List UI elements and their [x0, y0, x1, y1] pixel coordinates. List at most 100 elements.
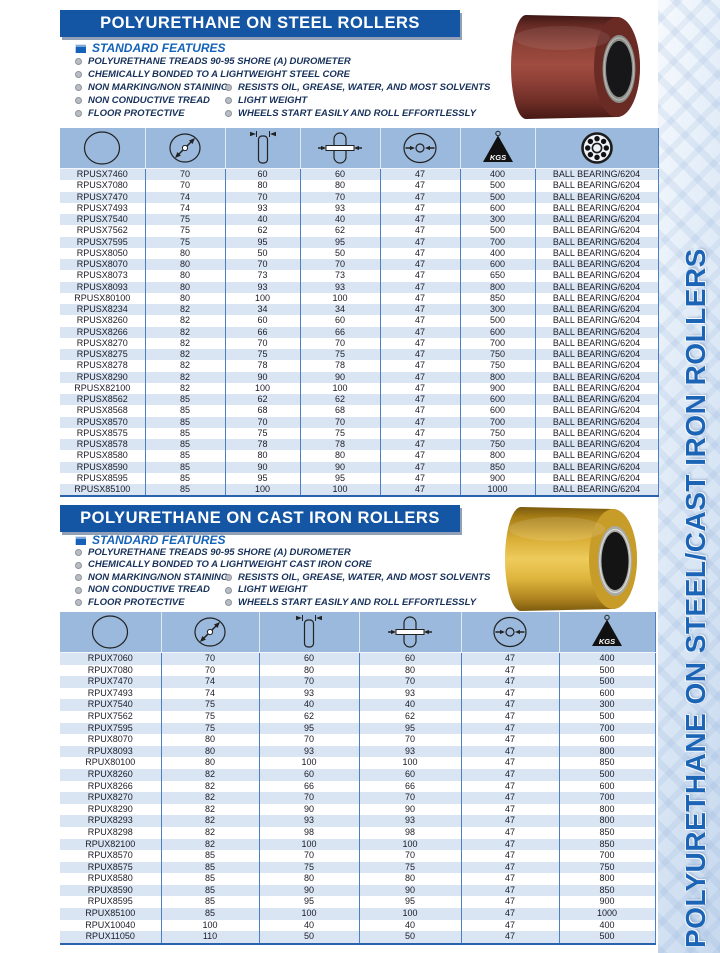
spec-cell: 85 — [144, 450, 225, 462]
feature-item: NON MARKING/NON STAINING — [75, 81, 229, 94]
spec-cell: 100 — [224, 382, 300, 394]
spec-cell: 82 — [160, 838, 259, 851]
table-row: RPUX8070 80 70 70 47 600 — [60, 734, 655, 746]
spec-cell: 47 — [460, 826, 559, 839]
spec-cell: 80 — [358, 873, 461, 885]
spec-cell: 85 — [144, 472, 225, 484]
table-row: RPUX7562 75 62 62 47 500 — [60, 710, 655, 723]
spec-cell: 80 — [144, 270, 225, 282]
table-row: RPUSX85100 85 100 100 47 1000 BALL BEARING/620… — [60, 484, 658, 497]
spec-cell: BALL BEARING/6204 — [534, 416, 658, 428]
spec-cell: 93 — [358, 745, 461, 758]
table-row: RPUX8290 82 90 90 47 800 — [60, 803, 655, 816]
table-row: RPUX8590 85 90 90 47 850 — [60, 884, 655, 897]
spec-cell: 47 — [379, 427, 460, 439]
spec-cell: 47 — [460, 838, 559, 851]
table-row: RPUSX8073 80 73 73 47 650 BALL BEARING/6204 — [60, 270, 658, 282]
features-columns: NON MARKING/NON STAINING NON CONDUCTIVE T… — [75, 81, 660, 120]
spec-cell: 900 — [459, 472, 535, 484]
spec-cell: RPUX7595 — [87, 722, 133, 733]
bullet-icon — [75, 97, 82, 104]
spec-cell: BALL BEARING/6204 — [534, 259, 658, 271]
standard-features-cast-iron: STANDARD FEATURES POLYURETHANE TREADS 90… — [75, 534, 660, 609]
table-row: RPUX8575 85 75 75 47 750 — [60, 861, 655, 874]
spec-cell: 90 — [358, 884, 461, 897]
standard-features-steel: STANDARD FEATURES POLYURETHANE TREADS 90… — [75, 41, 660, 120]
spec-cell: 47 — [460, 815, 559, 827]
spec-cell: BALL BEARING/6204 — [534, 382, 658, 394]
feature-item: LIGHT WEIGHT — [225, 584, 660, 597]
spec-cell: 47 — [460, 873, 559, 885]
feature-item: LIGHT WEIGHT — [225, 94, 660, 107]
spec-cell: 85 — [160, 873, 259, 885]
spec-cell: RPUSX7460 — [76, 169, 128, 179]
features-title: STANDARD FEATURES — [75, 534, 660, 547]
spec-cell: RPUX8580 — [87, 873, 133, 884]
feature-item: POLYURETHANE TREADS 90-95 SHORE (A) DURO… — [75, 547, 660, 560]
spec-cell: RPUSX7595 — [76, 236, 128, 247]
vertical-page-title: POLYURETHANE ON STEEL/CAST IRON ROLLERS — [680, 248, 711, 948]
feature-text: CHEMICALLY BONDED TO A LIGHTWEIGHT CAST … — [88, 559, 372, 570]
spec-cell: 70 — [258, 792, 359, 804]
spec-cell: 70 — [224, 337, 300, 349]
spec-cell: RPUX8595 — [87, 896, 133, 907]
spec-cell: 70 — [224, 191, 300, 203]
features-full-list: POLYURETHANE TREADS 90-95 SHORE (A) DURO… — [75, 547, 660, 572]
spec-cell: BALL BEARING/6204 — [534, 315, 658, 327]
spec-cell: 47 — [379, 360, 460, 372]
feature-text: NON MARKING/NON STAINING — [88, 82, 229, 93]
spec-cell: 62 — [224, 225, 300, 237]
spec-cell: 62 — [299, 225, 380, 237]
spec-cell: 47 — [379, 326, 460, 338]
spec-cell: 47 — [460, 919, 559, 932]
decorative-sidebar: POLYURETHANE ON STEEL/CAST IRON ROLLERS — [658, 0, 720, 953]
spec-cell: RPUX7562 — [87, 710, 133, 721]
spec-cell: 47 — [460, 780, 559, 793]
feature-item: RESISTS OIL, GREASE, WATER, AND MOST SOL… — [225, 81, 660, 94]
feature-text: NON MARKING/NON STAINING — [88, 571, 229, 583]
spec-cell: 66 — [358, 780, 461, 793]
spec-cell: 47 — [379, 236, 460, 248]
spec-cell: 800 — [558, 803, 655, 816]
spec-cell: 70 — [258, 676, 359, 688]
spec-cell: RPUX10040 — [85, 919, 136, 930]
features-full-list: POLYURETHANE TREADS 90-95 SHORE (A) DURO… — [75, 55, 660, 81]
spec-cell: 47 — [460, 792, 559, 804]
bore-diameter-icon — [460, 612, 559, 653]
spec-cell: BALL BEARING/6204 — [534, 180, 658, 192]
spec-cell: 47 — [379, 270, 460, 282]
table-row: RPUX85100 85 100 100 47 1000 — [60, 908, 655, 920]
spec-cell: BALL BEARING/6204 — [534, 281, 658, 293]
spec-cell: 60 — [258, 652, 359, 665]
spec-cell: 47 — [379, 439, 460, 451]
spec-cell: 70 — [224, 259, 300, 271]
spec-cell: BALL BEARING/6204 — [534, 304, 658, 316]
tread-width-icon — [258, 612, 359, 653]
spec-cell: 82 — [144, 337, 225, 349]
spec-cell: 47 — [460, 676, 559, 688]
spec-cell: 70 — [358, 734, 461, 746]
table-row: RPUX8570 85 70 70 47 700 — [60, 850, 655, 862]
features-right-list: RESISTS OIL, GREASE, WATER, AND MOST SOL… — [225, 572, 660, 610]
table-row: RPUSX8578 85 78 78 47 750 BALL BEARING/6204 — [60, 439, 658, 451]
spec-cell: 60 — [224, 315, 300, 327]
feature-text: NON CONDUCTIVE TREAD — [88, 584, 210, 595]
spec-cell: 800 — [558, 815, 655, 827]
spec-cell: BALL BEARING/6204 — [534, 202, 658, 214]
spec-cell: 73 — [299, 270, 380, 282]
spec-cell: BALL BEARING/6204 — [534, 326, 658, 338]
spec-cell: 800 — [459, 281, 535, 293]
spec-cell: RPUX8070 — [87, 734, 133, 745]
table-row: RPUX8270 82 70 70 47 700 — [60, 792, 655, 804]
spec-table-cast-iron: KGS RPUX7060 70 60 60 47 400 RPUX7080 70 80 80 47 5… — [60, 612, 656, 945]
spec-cell: RPUSX8562 — [76, 394, 128, 404]
spec-cell: 300 — [459, 214, 535, 226]
spec-cell: 47 — [460, 734, 559, 746]
table-row: RPUX8260 82 60 60 47 500 — [60, 768, 655, 781]
spec-cell: RPUX8260 — [87, 768, 133, 779]
spec-cell: 600 — [558, 734, 655, 746]
spec-cell: 1000 — [459, 484, 535, 497]
spec-cell: 78 — [299, 360, 380, 372]
spec-cell: RPUSX7470 — [76, 191, 128, 202]
